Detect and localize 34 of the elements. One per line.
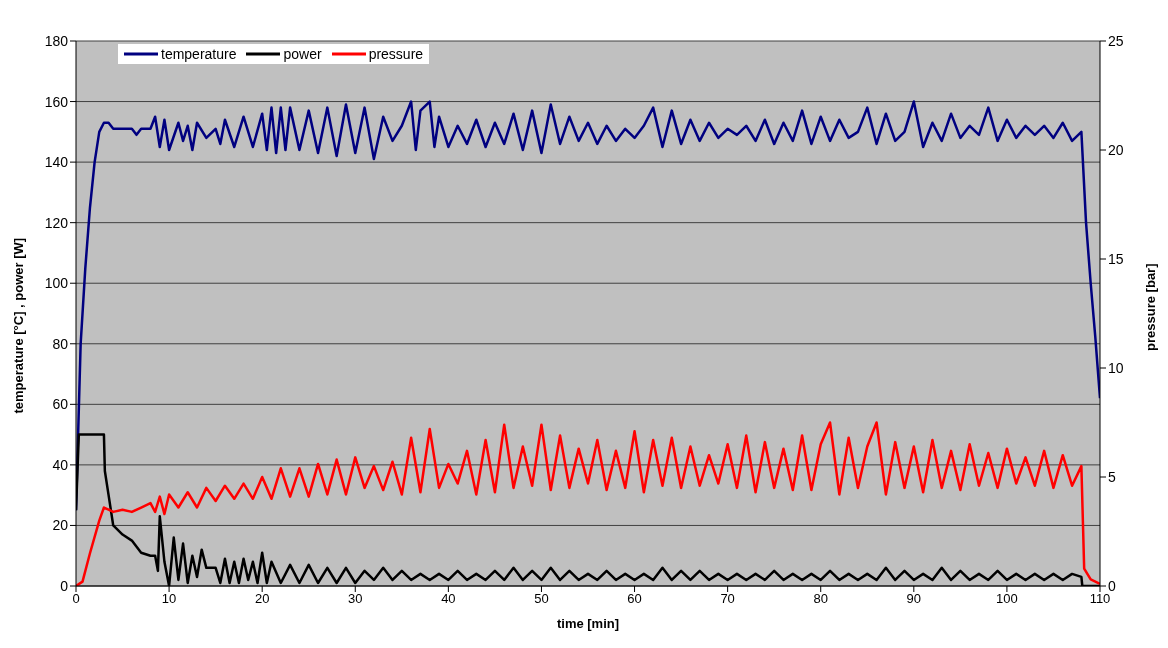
x-tick-label: 110: [1089, 591, 1111, 607]
legend-label: pressure: [368, 46, 424, 62]
x-tick-label: 80: [813, 591, 828, 607]
x-axis-title: time [min]: [556, 616, 620, 631]
y-tick-label: 20: [52, 517, 69, 534]
x-tick-label: 60: [627, 591, 642, 607]
x-tick-label: 90: [906, 591, 922, 607]
legend-label: power: [283, 46, 322, 62]
x-tick-label: 20: [254, 591, 270, 607]
y-tick-label: 120: [44, 214, 69, 231]
y-tick-label: 60: [52, 396, 69, 413]
y2-axis-title: pressure [bar]: [1142, 263, 1158, 351]
y-tick-label: 100: [44, 275, 69, 292]
y-tick-label: 140: [44, 154, 69, 171]
x-tick-label: 30: [348, 591, 363, 607]
y-tick-label: 180: [44, 32, 69, 49]
y2-tick-label: 25: [1108, 32, 1124, 49]
y-tick-label: 80: [52, 335, 69, 352]
y-tick-label: 0: [60, 577, 69, 594]
y2-tick-label: 5: [1108, 468, 1116, 485]
y-axis-title: temperature [°C] , power [W]: [10, 237, 26, 414]
legend-label: temperature: [161, 46, 237, 62]
x-tick-label: 0: [72, 591, 80, 607]
x-tick-label: 70: [720, 591, 735, 607]
y2-tick-label: 10: [1108, 359, 1124, 376]
x-tick-label: 50: [534, 591, 549, 607]
y2-tick-label: 0: [1108, 577, 1116, 594]
x-tick-label: 100: [996, 591, 1018, 607]
y-tick-label: 160: [44, 93, 69, 110]
x-tick-label: 10: [161, 591, 177, 607]
x-tick-label: 40: [441, 591, 456, 607]
y2-tick-label: 15: [1108, 250, 1124, 267]
y-tick-label: 40: [52, 456, 69, 473]
y2-tick-label: 20: [1108, 141, 1124, 158]
